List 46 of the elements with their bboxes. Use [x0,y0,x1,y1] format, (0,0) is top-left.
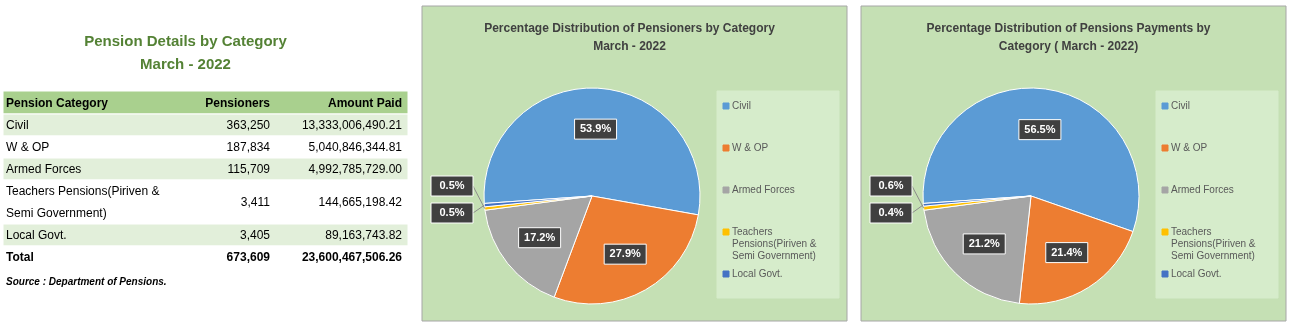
text: 115,709 [227,162,271,176]
legend-label: Civil [732,100,751,111]
text: 3,405 [239,228,271,242]
text: 673,609 [226,250,271,264]
data-label: 21.2% [968,236,1001,249]
text: 5,040,846,344.81 [308,140,403,154]
legend-label: Local Govt. [732,268,783,279]
text: Armed Forces [6,162,82,176]
text: Teachers Pensions(Piriven & Semi Government) [6,184,160,220]
legend-label: W & OP [1171,142,1208,153]
text: 89,163,743.82 [325,228,403,242]
text: Pension Category [6,95,109,110]
text: Pensioners [205,95,271,110]
data-label: 0.5% [439,206,465,218]
data-label: 0.6% [878,179,904,191]
data-label: 27.9% [609,247,641,260]
legend-label: Civil [1171,100,1190,111]
chart-title: Percentage Distribution of Pensioners by Category March - 2022 [484,21,776,53]
data-label: 17.2% [524,230,556,243]
data-label: 53.9% [579,122,612,135]
legend-label: W & OP [732,142,769,153]
text: Amount Paid [328,95,402,110]
text: 144,665,198.42 [318,195,403,209]
legend-label: Armed Forces [732,184,795,195]
legend-label: Armed Forces [1171,184,1234,195]
text: 23,600,467,506.26 [301,250,403,264]
legend-label: Teachers Pensions(Piriven & Semi Government) [732,226,817,261]
legend-label: Local Govt. [1171,268,1222,279]
text: Total [6,250,34,264]
text: 3,411 [240,195,271,209]
text: 4,992,785,729.00 [308,162,403,176]
text: 363,250 [226,118,271,132]
data-label: 0.5% [439,179,465,191]
text: W & OP [6,140,50,154]
data-label: 0.4% [878,206,904,218]
text: Pension Details by Category [84,32,288,49]
text: 13,333,006,490.21 [301,118,403,132]
text: 187,834 [226,140,271,154]
legend-label: Teachers Pensions(Piriven & Semi Government) [1171,226,1256,261]
text: March - 2022 [140,55,231,72]
data-label: 56.5% [1024,122,1056,135]
source-note: Source : Department of Pensions. [6,276,167,287]
text: Civil [6,118,29,132]
data-label: 21.4% [1051,245,1083,258]
chart-title: Percentage Distribution of Pensions Payments by Category ( March - 2022) [926,21,1211,53]
text: Local Govt. [6,228,67,242]
